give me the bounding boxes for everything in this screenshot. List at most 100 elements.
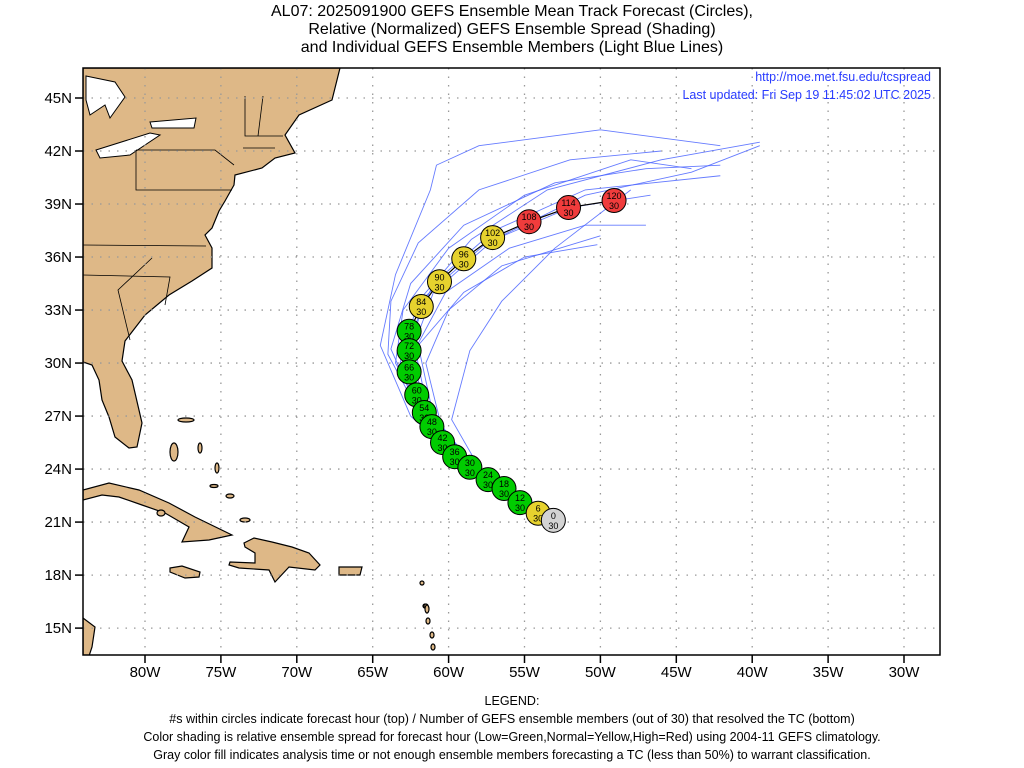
track-circle: [457, 454, 483, 480]
track-point-hour-0: 030: [540, 507, 566, 533]
track-circle: [408, 294, 434, 320]
track-circle: [516, 209, 542, 235]
y-tick-label: 24N: [44, 461, 72, 478]
member-count-label: 30: [412, 395, 422, 405]
legend-line-2: Color shading is relative ensemble sprea…: [143, 730, 881, 744]
last-updated-text: Last updated: Fri Sep 19 11:45:02 UTC 20…: [682, 88, 931, 102]
andros-island: [169, 442, 179, 462]
forecast-hour-label: 114: [561, 198, 575, 208]
x-tick-label: 55W: [509, 664, 541, 681]
ensemble-member-track: [405, 194, 651, 521]
x-tick-label: 30W: [889, 664, 921, 681]
state-borders: [83, 95, 283, 341]
y-tick-label: 45N: [44, 90, 72, 107]
forecast-hour-label: 12: [515, 493, 525, 503]
mean-track-line: [408, 199, 615, 521]
y-tick-label: 27N: [44, 408, 72, 425]
x-tick-label: 65W: [357, 664, 389, 681]
legend-heading: LEGEND:: [484, 694, 540, 708]
mean-track-circles: 1203011430108301023096309030843078307230…: [396, 187, 627, 533]
member-count-label: 30: [438, 443, 448, 453]
forecast-hour-label: 54: [419, 403, 429, 413]
hispaniola: [228, 537, 321, 584]
forecast-hour-label: 84: [416, 297, 426, 307]
forecast-hour-label: 18: [499, 479, 509, 489]
forecast-hour-label: 102: [485, 228, 500, 238]
axis-ticks: 80W 75W 70W 65W 60W 55W 50W 45W 40W 35W 30W 45N 42N 3…: [44, 90, 920, 681]
track-circle: [540, 507, 566, 533]
map-frame: [82, 67, 941, 656]
track-circle: [396, 359, 422, 385]
x-tick-label: 70W: [281, 664, 313, 681]
puerto-rico: [338, 566, 363, 576]
legend-line-1: #s within circles indicate forecast hour…: [169, 712, 855, 726]
forecast-hour-label: 36: [450, 447, 460, 457]
member-count-label: 30: [564, 208, 574, 218]
x-tick-label: 40W: [737, 664, 769, 681]
member-count-label: 30: [533, 514, 543, 524]
member-count-label: 30: [404, 332, 414, 342]
forecast-hour-label: 6: [536, 504, 541, 514]
forecast-hour-label: 60: [412, 385, 422, 395]
forecast-hour-label: 66: [404, 362, 414, 372]
y-tick-label: 39N: [44, 196, 72, 213]
member-count-label: 30: [450, 457, 460, 467]
member-count-label: 30: [515, 503, 525, 513]
track-circle: [601, 187, 627, 213]
forecast-hour-label: 42: [438, 433, 448, 443]
forecast-hour-label: 0: [551, 511, 556, 521]
forecast-hour-label: 96: [459, 249, 469, 259]
member-count-label: 30: [416, 307, 426, 317]
ensemble-members: [379, 129, 760, 521]
x-tick-label: 45W: [661, 664, 693, 681]
member-count-label: 30: [524, 222, 534, 232]
member-count-label: 30: [483, 480, 493, 490]
cuba: [83, 482, 234, 543]
y-tick-label: 21N: [44, 514, 72, 531]
forecast-hour-label: 108: [522, 212, 537, 222]
forecast-hour-label: 48: [427, 417, 437, 427]
ensemble-member-track: [395, 159, 692, 521]
member-count-label: 30: [434, 282, 444, 292]
member-count-label: 30: [609, 201, 619, 211]
ensemble-member-track: [425, 235, 601, 521]
member-count-label: 30: [459, 259, 469, 269]
chart-title-line-2: Relative (Normalized) GEFS Ensemble Spre…: [308, 21, 716, 38]
y-tick-label: 33N: [44, 302, 72, 319]
member-count-label: 30: [548, 521, 558, 531]
y-tick-label: 15N: [44, 620, 72, 637]
forecast-hour-label: 24: [483, 470, 493, 480]
forecast-hour-label: 90: [434, 272, 444, 282]
member-count-label: 30: [499, 489, 509, 499]
x-tick-label: 80W: [130, 664, 162, 681]
south-america-land: [83, 617, 96, 655]
x-tick-label: 50W: [585, 664, 617, 681]
member-count-label: 30: [465, 468, 475, 478]
member-count-label: 30: [427, 427, 437, 437]
forecast-hour-label: 120: [607, 191, 622, 201]
north-america-land: [83, 68, 341, 449]
track-circle: [480, 225, 506, 251]
source-url-link[interactable]: http://moe.met.fsu.edu/tcspread: [755, 70, 931, 84]
member-count-label: 30: [488, 238, 498, 248]
x-tick-label: 75W: [205, 664, 237, 681]
legend-line-3: Gray color fill indicates analysis time …: [153, 748, 871, 762]
chart-title-line-1: AL07: 2025091900 GEFS Ensemble Mean Trac…: [271, 3, 753, 20]
ensemble-member-track: [390, 164, 721, 521]
x-tick-label: 60W: [433, 664, 465, 681]
forecast-hour-label: 72: [404, 341, 414, 351]
track-circle: [491, 476, 517, 502]
chart-title-line-3: and Individual GEFS Ensemble Members (Li…: [300, 39, 724, 56]
track-circle: [426, 269, 452, 295]
